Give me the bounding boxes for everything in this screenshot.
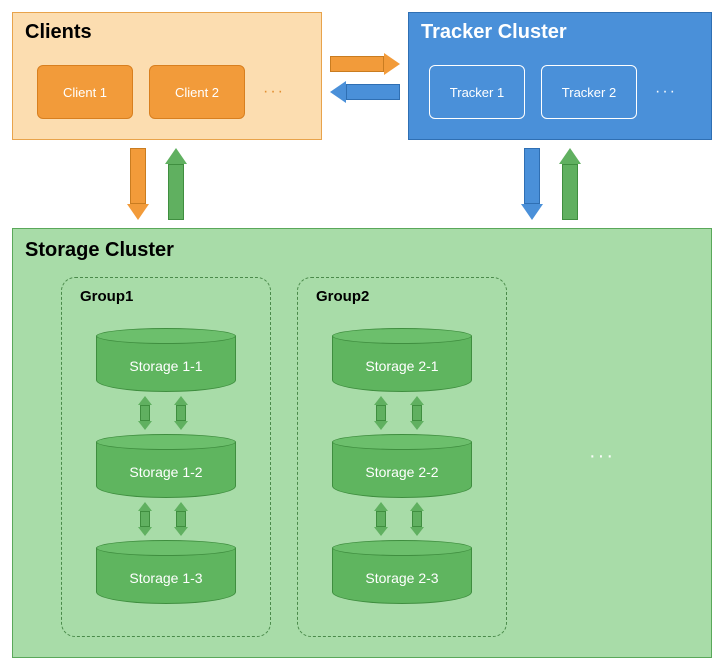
g2-link-23-right bbox=[412, 502, 422, 536]
clients-to-tracker bbox=[330, 56, 400, 72]
g2-link-12-left-shaft bbox=[376, 405, 386, 421]
g2-link-23-left-head-up bbox=[374, 502, 388, 511]
tracker-ellipsis: ··· bbox=[655, 83, 677, 101]
g1-link-12-right-shaft bbox=[176, 405, 186, 421]
storage-cylinder: Storage 2-3 bbox=[332, 540, 472, 604]
storage-to-clients-head bbox=[165, 148, 187, 164]
storage-group-title: Group2 bbox=[316, 288, 369, 305]
g2-link-23-right-shaft bbox=[412, 511, 422, 527]
tracker-to-storage bbox=[524, 148, 540, 220]
g2-link-12-left-head-down bbox=[374, 421, 388, 430]
tracker-to-clients-head bbox=[330, 81, 346, 103]
clients-to-storage bbox=[130, 148, 146, 220]
tracker-node: Tracker 1 bbox=[429, 65, 525, 119]
storage-cylinder: Storage 1-2 bbox=[96, 434, 236, 498]
g1-link-23-right-head-down bbox=[174, 527, 188, 536]
storage-ellipsis: ··· bbox=[589, 445, 615, 468]
client-node: Client 2 bbox=[149, 65, 245, 119]
g2-link-23-left bbox=[376, 502, 386, 536]
g2-link-12-right-head-down bbox=[410, 421, 424, 430]
client-node: Client 1 bbox=[37, 65, 133, 119]
g2-link-23-left-head-down bbox=[374, 527, 388, 536]
g2-link-12-right-shaft bbox=[412, 405, 422, 421]
g1-link-23-right-shaft bbox=[176, 511, 186, 527]
g2-link-23-right-head-up bbox=[410, 502, 424, 511]
g2-link-12-left bbox=[376, 396, 386, 430]
g2-link-12-right-head-up bbox=[410, 396, 424, 405]
storage-title: Storage Cluster bbox=[25, 239, 174, 262]
storage-to-tracker-head bbox=[559, 148, 581, 164]
clients-to-tracker-head bbox=[384, 53, 400, 75]
clients-to-storage-head bbox=[127, 204, 149, 220]
storage-to-clients bbox=[168, 148, 184, 220]
cylinder-top bbox=[96, 540, 236, 556]
tracker-to-storage-shaft bbox=[524, 148, 540, 204]
g2-link-23-right-head-down bbox=[410, 527, 424, 536]
tracker-node: Tracker 2 bbox=[541, 65, 637, 119]
storage-cylinder: Storage 1-1 bbox=[96, 328, 236, 392]
cylinder-label: Storage 2-3 bbox=[332, 570, 472, 586]
cylinder-label: Storage 1-3 bbox=[96, 570, 236, 586]
g1-link-23-right-head-up bbox=[174, 502, 188, 511]
tracker-title: Tracker Cluster bbox=[421, 21, 567, 44]
clients-to-storage-shaft bbox=[130, 148, 146, 204]
storage-group: Group2 Storage 2-1 Storage 2-2 Storage 2-3 bbox=[297, 277, 507, 637]
clients-to-tracker-shaft bbox=[330, 56, 384, 72]
tracker-panel: Tracker Cluster Tracker 1 Tracker 2 ··· bbox=[408, 12, 712, 140]
tracker-to-clients bbox=[330, 84, 400, 100]
storage-group-title: Group1 bbox=[80, 288, 133, 305]
g1-link-23-left bbox=[140, 502, 150, 536]
g1-link-12-right-head-up bbox=[174, 396, 188, 405]
g1-link-23-left-head-up bbox=[138, 502, 152, 511]
cylinder-top bbox=[96, 434, 236, 450]
g1-link-23-left-shaft bbox=[140, 511, 150, 527]
g1-link-12-left-head-down bbox=[138, 421, 152, 430]
storage-to-tracker-shaft bbox=[562, 164, 578, 220]
clients-panel: Clients Client 1 Client 2 ··· bbox=[12, 12, 322, 140]
storage-cylinder: Storage 2-2 bbox=[332, 434, 472, 498]
cylinder-top bbox=[332, 328, 472, 344]
cylinder-top bbox=[96, 328, 236, 344]
tracker-to-storage-head bbox=[521, 204, 543, 220]
g1-link-23-left-head-down bbox=[138, 527, 152, 536]
cylinder-label: Storage 1-2 bbox=[96, 464, 236, 480]
cylinder-label: Storage 2-2 bbox=[332, 464, 472, 480]
cylinder-label: Storage 1-1 bbox=[96, 358, 236, 374]
g1-link-12-left-shaft bbox=[140, 405, 150, 421]
storage-panel: Storage Cluster Group1 Storage 1-1 Storage … bbox=[12, 228, 712, 658]
g1-link-12-right bbox=[176, 396, 186, 430]
storage-cylinder: Storage 1-3 bbox=[96, 540, 236, 604]
clients-ellipsis: ··· bbox=[263, 83, 285, 101]
cylinder-label: Storage 2-1 bbox=[332, 358, 472, 374]
clients-title: Clients bbox=[25, 21, 92, 44]
g1-link-23-right bbox=[176, 502, 186, 536]
storage-group: Group1 Storage 1-1 Storage 1-2 Storage 1-3 bbox=[61, 277, 271, 637]
g1-link-12-left-head-up bbox=[138, 396, 152, 405]
g2-link-12-right bbox=[412, 396, 422, 430]
tracker-to-clients-shaft bbox=[346, 84, 400, 100]
g2-link-23-left-shaft bbox=[376, 511, 386, 527]
storage-to-tracker bbox=[562, 148, 578, 220]
storage-cylinder: Storage 2-1 bbox=[332, 328, 472, 392]
g2-link-12-left-head-up bbox=[374, 396, 388, 405]
storage-to-clients-shaft bbox=[168, 164, 184, 220]
g1-link-12-left bbox=[140, 396, 150, 430]
cylinder-top bbox=[332, 540, 472, 556]
g1-link-12-right-head-down bbox=[174, 421, 188, 430]
cylinder-top bbox=[332, 434, 472, 450]
